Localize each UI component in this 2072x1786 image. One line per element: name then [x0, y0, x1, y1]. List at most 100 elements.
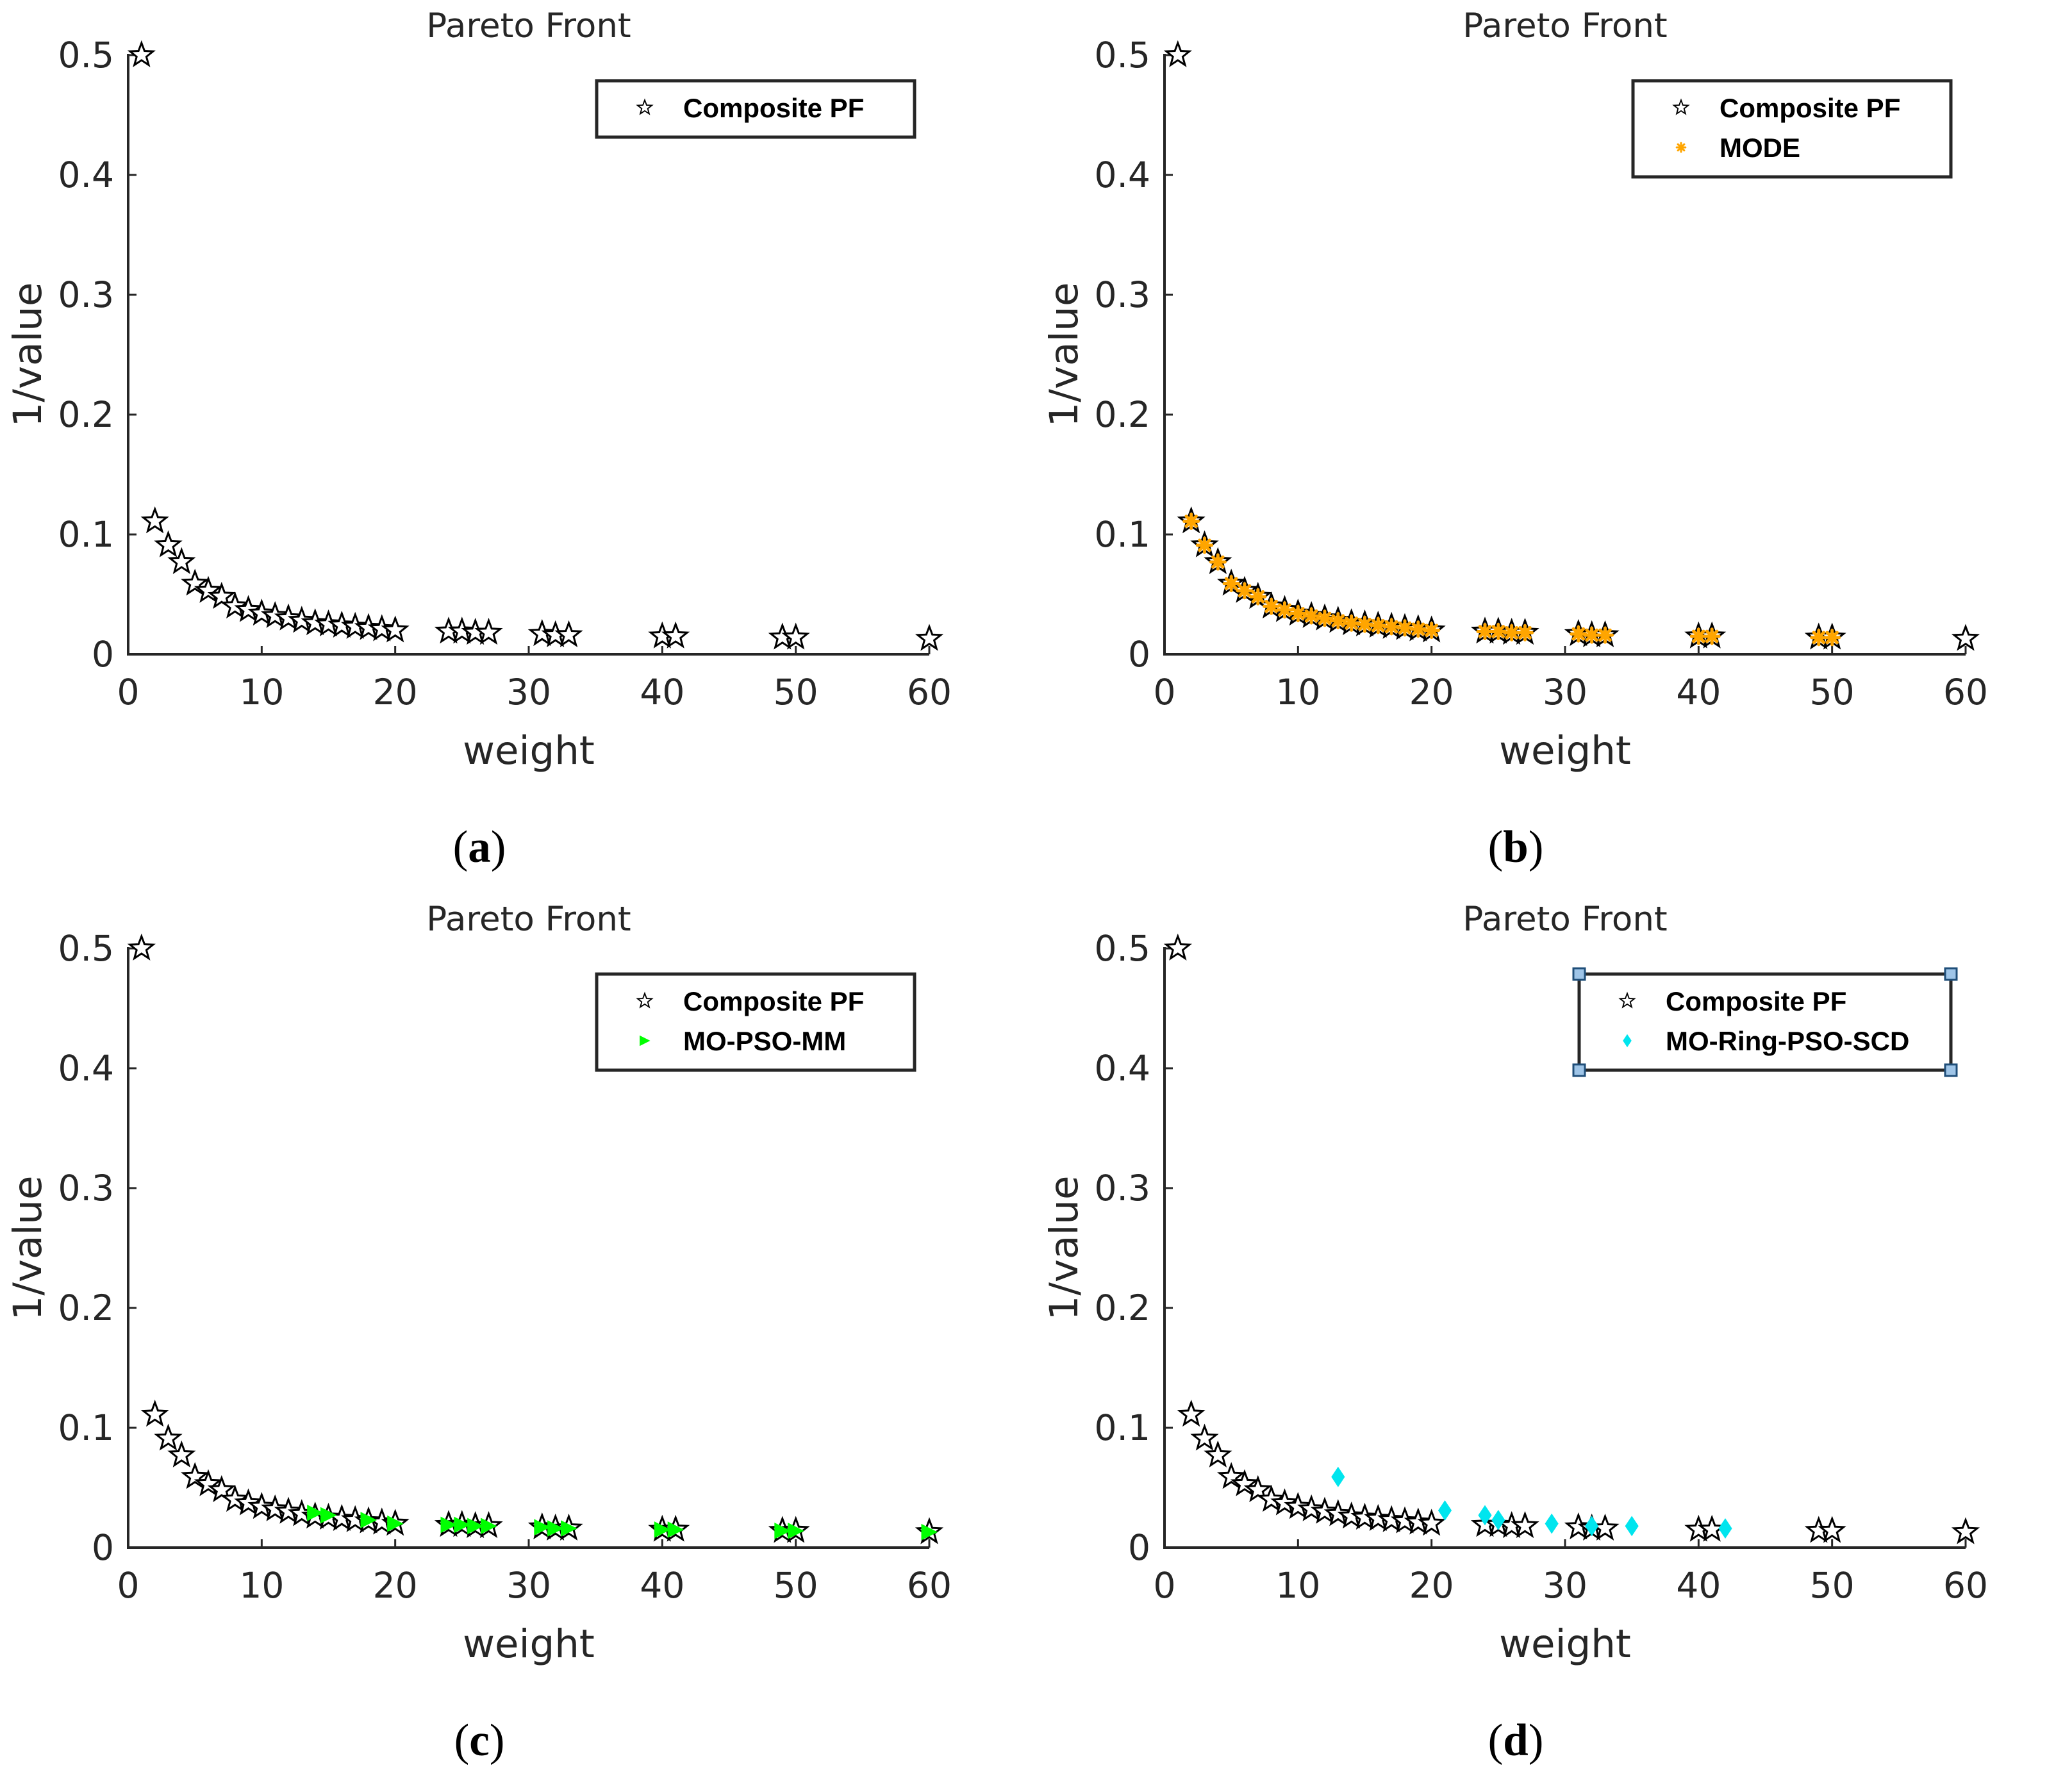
data-point — [1545, 1513, 1559, 1534]
chart-title: Pareto Front — [426, 6, 631, 45]
legend: Composite PF MODE — [1631, 79, 1953, 179]
legend-label: Composite PF — [683, 93, 864, 123]
data-point — [1404, 1507, 1432, 1535]
data-point — [661, 621, 690, 649]
data-point — [527, 618, 556, 647]
x-axis-title: weight — [1499, 1621, 1631, 1667]
data-point — [1276, 601, 1293, 619]
x-tick-label: 20 — [373, 1565, 418, 1606]
data-point — [1823, 629, 1841, 647]
data-point — [554, 620, 583, 647]
data-point — [1270, 1488, 1299, 1516]
legend-label: Composite PF — [683, 986, 864, 1016]
data-point — [1343, 614, 1361, 632]
legend-label: MO-PSO-MM — [683, 1026, 846, 1056]
y-tick-label: 0.5 — [1095, 35, 1150, 76]
data-point — [654, 1521, 671, 1538]
data-point — [1356, 615, 1373, 633]
data-point — [387, 1515, 404, 1532]
panel-caption: (c) — [454, 1716, 505, 1765]
y-tick-label: 0 — [1128, 1527, 1150, 1568]
data-point — [234, 595, 263, 622]
chart-panel-b: Pareto Front 0 10 20 30 40 50 60 0 0.1 0.2 0.3 0.4 0.… — [1036, 0, 2072, 893]
legend-selection-handle[interactable] — [1944, 1063, 1958, 1077]
x-tick-label: 50 — [774, 672, 818, 713]
panel-caption: (d) — [1488, 1716, 1544, 1765]
data-point — [1257, 1484, 1286, 1512]
data-point — [1570, 625, 1587, 643]
legend-marker — [636, 991, 654, 1009]
data-point — [154, 1423, 183, 1451]
y-axis-title: 1/value — [5, 283, 51, 427]
x-tick-label: 20 — [373, 672, 418, 713]
legend-selection-handle[interactable] — [1572, 967, 1586, 981]
data-point — [320, 1507, 337, 1524]
legend-marker — [640, 1035, 651, 1046]
y-tick-label: 0.5 — [1095, 928, 1150, 969]
data-point — [1417, 1509, 1446, 1536]
data-point — [1491, 1510, 1505, 1530]
x-tick-label: 10 — [239, 1565, 284, 1606]
data-point — [1350, 1503, 1379, 1530]
data-point — [774, 1523, 791, 1539]
chart-panel-d: Pareto Front 0 10 20 30 40 50 60 0 0.1 0.2 0.3 0.4 0.… — [1036, 893, 2072, 1786]
series-mo-pso-mm — [307, 1504, 938, 1541]
data-point — [1625, 1516, 1639, 1537]
data-point — [1263, 597, 1280, 615]
legend: Composite PF — [595, 79, 916, 139]
y-tick-label: 0.1 — [58, 1407, 114, 1448]
x-tick-label: 50 — [1810, 672, 1855, 713]
y-axis-title: 1/value — [1041, 283, 1087, 427]
x-tick-label: 0 — [1154, 1565, 1176, 1606]
data-point — [1818, 1516, 1846, 1543]
x-tick-label: 20 — [1409, 1565, 1454, 1606]
data-point — [1369, 616, 1387, 634]
x-tick-label: 40 — [1676, 672, 1721, 713]
data-point — [127, 40, 156, 67]
data-point — [314, 609, 343, 637]
series-composite-pf — [127, 40, 944, 651]
data-point — [274, 1496, 303, 1524]
legend-selection-handle[interactable] — [1572, 1063, 1586, 1077]
y-tick-label: 0.3 — [1095, 274, 1150, 315]
data-point — [447, 616, 476, 644]
y-axis-title: 1/value — [1041, 1176, 1087, 1321]
data-point — [1423, 622, 1441, 640]
data-point — [274, 603, 303, 631]
legend-marker — [636, 98, 654, 115]
legend-selection-handle[interactable] — [1944, 967, 1958, 981]
data-point — [1476, 622, 1494, 640]
data-point — [247, 1492, 276, 1519]
data-point — [261, 1494, 290, 1521]
y-axis-title: 1/value — [5, 1176, 51, 1321]
x-tick-label: 60 — [907, 672, 952, 713]
chart-panel-a: Pareto Front 0 10 20 30 40 50 60 0 0.1 0.2 0.3 0.4 0.… — [0, 0, 1036, 893]
data-point — [547, 1520, 564, 1537]
chart-svg-b: Pareto Front 0 10 20 30 40 50 60 0 0.1 0.2 0.3 0.4 0.… — [1041, 6, 1988, 872]
panel-caption: (a) — [453, 822, 506, 872]
y-tick-label: 0 — [92, 634, 114, 675]
data-point — [1396, 619, 1414, 637]
data-point — [474, 618, 503, 645]
y-tick-label: 0.5 — [58, 35, 114, 76]
data-point — [1163, 40, 1192, 67]
data-point — [127, 933, 156, 961]
legend: Composite PF MO-Ring-PSO-SCD — [1572, 967, 1958, 1077]
chart-svg-d: Pareto Front 0 10 20 30 40 50 60 0 0.1 0.2 0.3 0.4 0.… — [1041, 900, 1988, 1765]
data-point — [1382, 618, 1400, 636]
legend-box — [1577, 972, 1953, 1072]
data-point — [1810, 629, 1828, 647]
x-tick-label: 60 — [1943, 672, 1988, 713]
data-point — [181, 568, 210, 596]
data-point — [1204, 1440, 1232, 1468]
y-tick-label: 0.3 — [1095, 1168, 1150, 1209]
x-tick-label: 10 — [1275, 672, 1320, 713]
chart-svg-c: Pareto Front 0 10 20 30 40 50 60 0 0.1 0.2 0.3 0.4 0.… — [5, 900, 952, 1765]
x-tick-label: 0 — [1154, 672, 1176, 713]
data-point — [1316, 609, 1334, 627]
data-point — [667, 1521, 684, 1538]
data-point — [1337, 1501, 1366, 1529]
data-point — [1284, 1492, 1313, 1519]
y-tick-label: 0.5 — [58, 928, 114, 969]
y-tick-label: 0.1 — [1095, 1407, 1150, 1448]
